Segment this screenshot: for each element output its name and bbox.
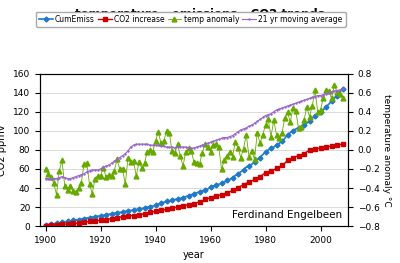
- Text: Ferdinand Engelbeen: Ferdinand Engelbeen: [232, 210, 342, 220]
- 21 yr moving average: [238, 128, 243, 132]
- 21 yr moving average: [43, 177, 48, 180]
- Text: temperature - emissions - CO2 trends: temperature - emissions - CO2 trends: [75, 8, 325, 21]
- 21 yr moving average: [142, 143, 147, 146]
- Legend: CumEmiss, CO2 increase, temp anomaly, 21 yr moving average: CumEmiss, CO2 increase, temp anomaly, 21…: [36, 12, 346, 27]
- temp anomaly: [128, 161, 133, 164]
- CumEmiss: [43, 224, 48, 227]
- temp anomaly: [241, 147, 246, 150]
- 21 yr moving average: [205, 142, 210, 145]
- 21 yr moving average: [65, 177, 70, 180]
- CO2 increase: [340, 143, 345, 146]
- Line: temp anomaly: temp anomaly: [43, 83, 345, 197]
- Y-axis label: temperature anomaly °C: temperature anomaly °C: [382, 94, 391, 206]
- temp anomaly: [54, 193, 59, 196]
- temp anomaly: [145, 150, 150, 153]
- CO2 increase: [65, 222, 70, 225]
- CumEmiss: [340, 87, 345, 90]
- 21 yr moving average: [126, 149, 130, 153]
- CumEmiss: [65, 220, 70, 223]
- temp anomaly: [43, 167, 48, 170]
- temp anomaly: [340, 97, 345, 100]
- CO2 increase: [43, 225, 48, 228]
- CO2 increase: [238, 185, 243, 188]
- temp anomaly: [208, 150, 213, 153]
- Y-axis label: CO2 ppmv: CO2 ppmv: [0, 124, 8, 176]
- CumEmiss: [126, 209, 130, 213]
- temp anomaly: [68, 185, 73, 188]
- Line: 21 yr moving average: 21 yr moving average: [44, 88, 344, 180]
- CO2 increase: [203, 198, 208, 201]
- Line: CO2 increase: CO2 increase: [44, 143, 344, 228]
- temp anomaly: [205, 145, 210, 149]
- 21 yr moving average: [340, 87, 345, 90]
- CO2 increase: [142, 212, 147, 215]
- CumEmiss: [142, 206, 147, 210]
- X-axis label: year: year: [183, 250, 205, 260]
- CumEmiss: [205, 188, 210, 191]
- Line: CumEmiss: CumEmiss: [44, 87, 344, 227]
- CO2 increase: [126, 215, 130, 218]
- CO2 increase: [205, 197, 210, 200]
- CumEmiss: [238, 170, 243, 173]
- 21 yr moving average: [203, 143, 208, 146]
- temp anomaly: [332, 84, 337, 87]
- CumEmiss: [203, 188, 208, 191]
